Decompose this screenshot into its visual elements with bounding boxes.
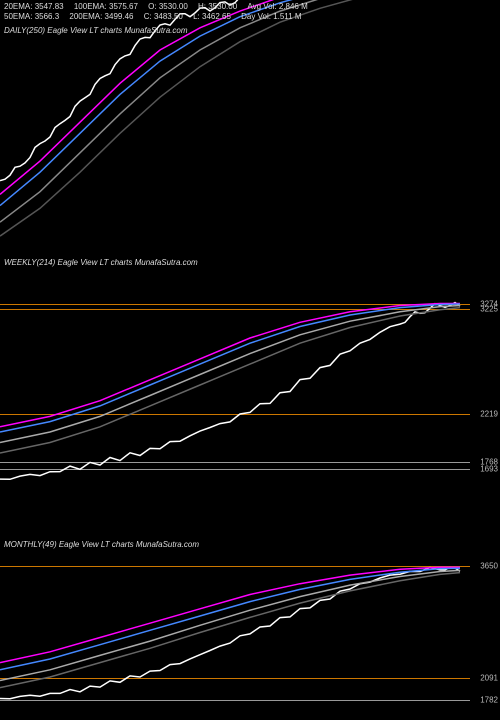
chart-panel-2: 3650 2091 1782 bbox=[0, 555, 500, 720]
metric-open: O: 3530.00 bbox=[148, 2, 188, 11]
metric-high: H: 3530.00 bbox=[198, 2, 237, 11]
metric-dayvol: Day Vol: 1.511 M bbox=[241, 12, 301, 21]
chart-svg-1 bbox=[0, 270, 470, 500]
axis-label: 2091 bbox=[480, 673, 498, 682]
axis-label: 1782 bbox=[480, 695, 498, 704]
panel-title-1: WEEKLY(214) Eagle View LT charts MunafaS… bbox=[4, 258, 198, 267]
series-price bbox=[0, 303, 460, 480]
series-ema20 bbox=[0, 567, 460, 662]
chart-svg-2 bbox=[0, 555, 470, 720]
metric-ema20: 20EMA: 3547.83 bbox=[4, 2, 64, 11]
metric-ema200: 200EMA: 3499.46 bbox=[69, 12, 133, 21]
axis-label: 2219 bbox=[480, 410, 498, 419]
metric-avgvol: Avg Vol: 2.846 M bbox=[247, 2, 307, 11]
header-row-1: 20EMA: 3547.83 100EMA: 3575.67 O: 3530.0… bbox=[4, 2, 316, 11]
panel-title-0: DAILY(250) Eagle View LT charts MunafaSu… bbox=[4, 26, 188, 35]
axis-label: 1693 bbox=[480, 465, 498, 474]
panel-title-2: MONTHLY(49) Eagle View LT charts MunafaS… bbox=[4, 540, 199, 549]
series-ema200 bbox=[0, 573, 460, 688]
metric-close: C: 3483.50 bbox=[144, 12, 183, 21]
series-ema100 bbox=[0, 570, 460, 680]
series-ema50 bbox=[0, 568, 460, 670]
header-row-2: 50EMA: 3566.3 200EMA: 3499.46 C: 3483.50… bbox=[4, 12, 310, 21]
metric-ema100: 100EMA: 3575.67 bbox=[74, 2, 138, 11]
axis-label: 3650 bbox=[480, 561, 498, 570]
series-ema20 bbox=[0, 304, 460, 427]
metric-ema50: 50EMA: 3566.3 bbox=[4, 12, 59, 21]
axis-label: 3225 bbox=[480, 305, 498, 314]
chart-svg-0 bbox=[0, 0, 470, 250]
chart-panel-1: 32743225221917681693 bbox=[0, 270, 500, 500]
metric-low: L: 3462.65 bbox=[193, 12, 231, 21]
series-price bbox=[0, 567, 460, 699]
chart-panel-0 bbox=[0, 0, 500, 250]
series-ema200 bbox=[0, 308, 460, 453]
series-ema50 bbox=[0, 304, 460, 432]
